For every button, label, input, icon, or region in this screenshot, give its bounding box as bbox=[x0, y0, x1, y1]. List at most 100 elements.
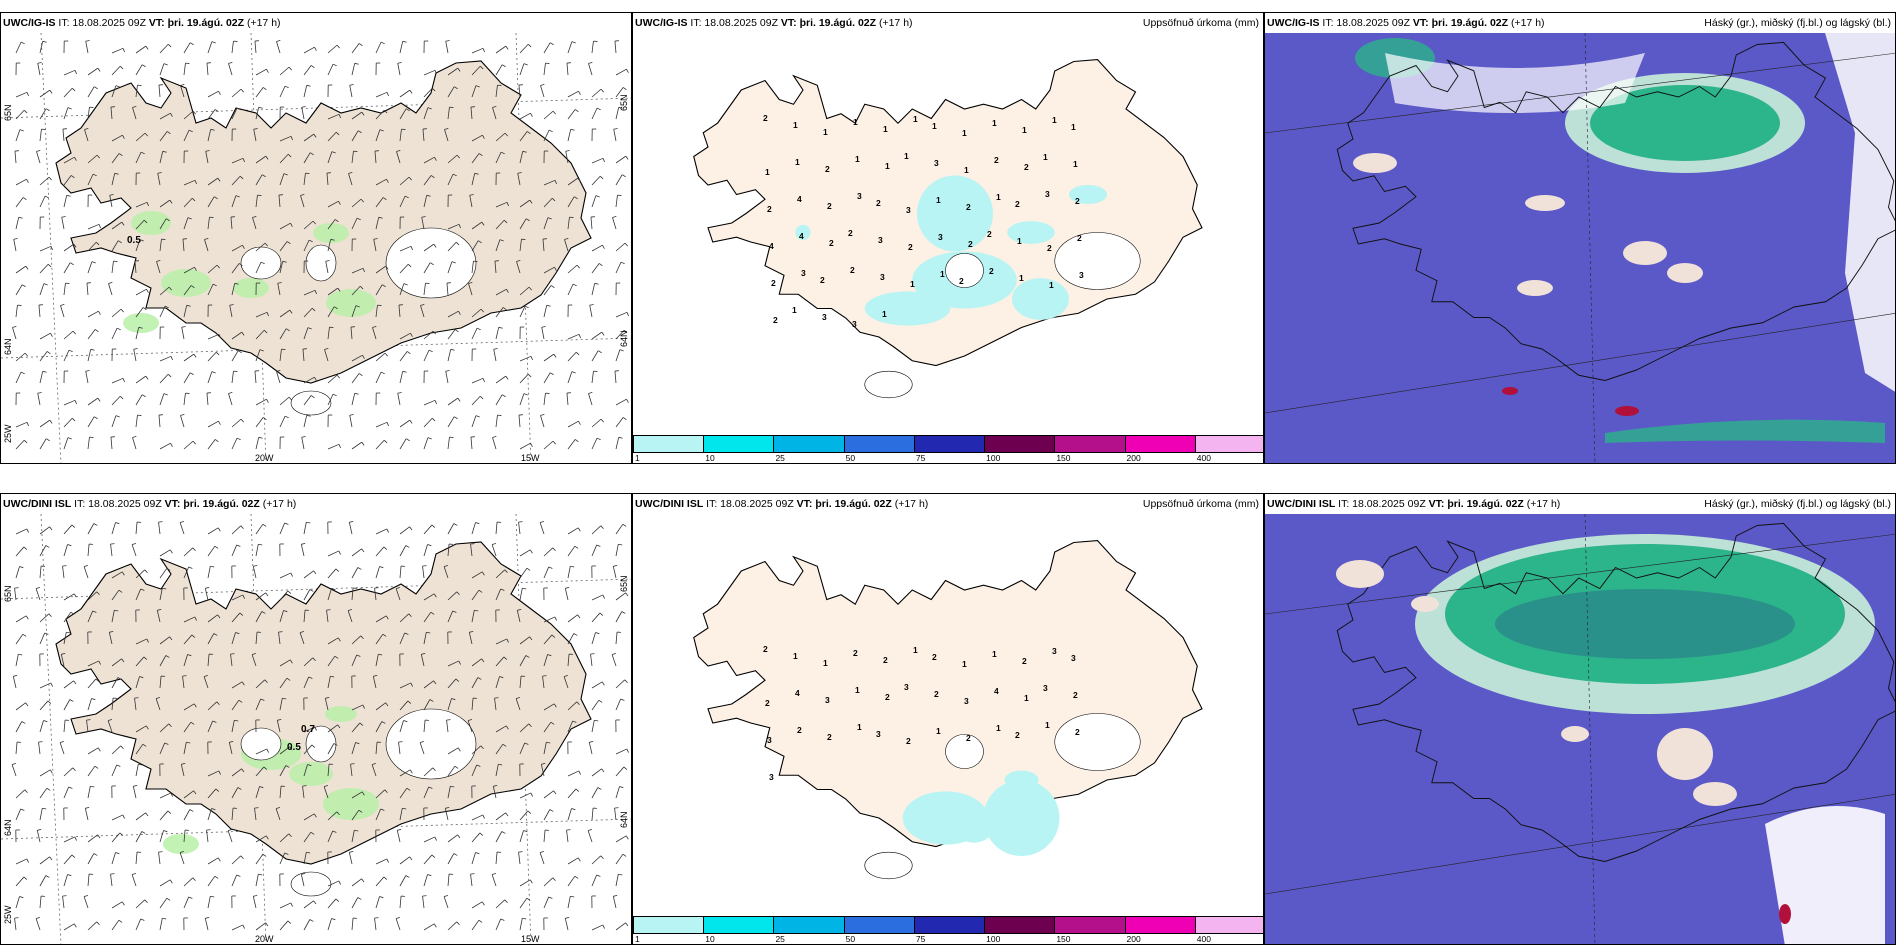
wind-barb-flag bbox=[19, 566, 24, 569]
wind-barb bbox=[423, 593, 435, 601]
wind-barb-flag bbox=[479, 65, 484, 70]
wind-barb-flag bbox=[501, 831, 506, 834]
wind-barb-flag bbox=[94, 765, 99, 769]
wind-barb-flag bbox=[74, 70, 77, 75]
wind-barb-flag bbox=[578, 334, 581, 339]
wind-barb-flag bbox=[324, 347, 329, 350]
wind-barb-flag bbox=[428, 786, 433, 789]
wind-barb bbox=[132, 437, 137, 450]
wind-barb bbox=[39, 808, 43, 821]
precip-value: 2 bbox=[876, 198, 881, 208]
glacier bbox=[864, 851, 913, 880]
wind-barb-flag bbox=[261, 611, 266, 614]
wind-barb-flag bbox=[166, 567, 171, 571]
wind-barb-flag bbox=[90, 348, 95, 351]
wind-barb bbox=[399, 787, 408, 799]
wind-barb bbox=[183, 217, 189, 230]
wind-barb-flag bbox=[588, 391, 593, 394]
wind-barb-flag bbox=[311, 744, 316, 748]
wind-barb-flag bbox=[504, 569, 508, 574]
wind-barb bbox=[471, 832, 481, 843]
wind-barb-flag bbox=[189, 809, 194, 812]
wind-barb-flag bbox=[237, 350, 242, 354]
wind-barb-flag bbox=[596, 107, 601, 111]
wind-barb-flag bbox=[49, 89, 53, 94]
wind-barb bbox=[495, 831, 503, 843]
wind-barb bbox=[371, 764, 377, 777]
wind-barb bbox=[15, 721, 23, 733]
wind-barb-flag bbox=[338, 550, 341, 555]
wind-barb-flag bbox=[121, 571, 125, 576]
wind-barb bbox=[180, 764, 185, 777]
wind-barb bbox=[615, 698, 622, 711]
wind-barb-flag bbox=[308, 676, 313, 679]
wind-barb-flag bbox=[403, 720, 408, 723]
precip-patch bbox=[161, 269, 211, 297]
wind-barb-flag bbox=[21, 721, 26, 724]
wind-barb-flag bbox=[306, 521, 311, 524]
precip-value: 2 bbox=[987, 229, 992, 239]
wind-barb bbox=[15, 129, 21, 142]
wind-barb-flag bbox=[313, 133, 317, 138]
wind-barb bbox=[327, 676, 331, 689]
wind-barb-flag bbox=[107, 718, 113, 722]
wind-barb bbox=[255, 786, 260, 799]
wind-barb bbox=[111, 173, 116, 186]
wind-barb bbox=[495, 725, 507, 733]
wind-barb-flag bbox=[70, 175, 75, 179]
wind-barb bbox=[615, 398, 627, 406]
wind-barb bbox=[135, 899, 146, 909]
wind-barb bbox=[615, 611, 623, 623]
wind-barb-flag bbox=[549, 372, 554, 376]
wind-barb bbox=[327, 743, 335, 755]
wind-barb bbox=[447, 610, 454, 623]
wind-barb bbox=[471, 240, 479, 252]
wind-barb bbox=[348, 173, 353, 186]
colorbar-swatch bbox=[1124, 435, 1196, 453]
wind-barb bbox=[495, 415, 498, 428]
wind-barb bbox=[135, 239, 141, 252]
wind-barb-flag bbox=[263, 329, 268, 334]
wind-barb-flag bbox=[576, 701, 580, 706]
wind-barb bbox=[255, 611, 263, 623]
wind-barb-flag bbox=[118, 589, 123, 593]
wind-barb-flag bbox=[251, 652, 257, 656]
wind-barb-flag bbox=[187, 217, 192, 220]
wind-barb-flag bbox=[301, 543, 306, 545]
wind-barb bbox=[374, 918, 377, 931]
colorbar-swatch bbox=[843, 916, 915, 934]
wind-barb bbox=[207, 654, 210, 667]
wind-barb bbox=[207, 614, 218, 623]
wind-barb bbox=[255, 544, 259, 557]
wind-barb-flag bbox=[266, 748, 269, 753]
wind-barb bbox=[135, 831, 143, 843]
wind-barb bbox=[543, 440, 554, 450]
wind-barb bbox=[495, 656, 505, 667]
wind-barb bbox=[375, 284, 383, 296]
wind-barb-flag bbox=[475, 85, 480, 88]
precip-value: 2 bbox=[994, 155, 999, 165]
wind-barb-flag bbox=[162, 917, 167, 920]
wind-barb bbox=[519, 879, 531, 887]
wind-barb bbox=[231, 855, 242, 865]
wind-barb bbox=[399, 769, 411, 777]
wind-barb bbox=[255, 679, 266, 689]
wind-barb-flag bbox=[157, 609, 162, 611]
wind-barb-flag bbox=[289, 659, 293, 664]
wind-barb bbox=[447, 678, 457, 689]
wind-barb-flag bbox=[378, 216, 383, 219]
wind-barb bbox=[303, 900, 314, 909]
wind-barb bbox=[399, 89, 411, 98]
wind-barb bbox=[422, 129, 425, 142]
precip-map-panel-row1: UWC/IG-IS IT: 18.08.2025 09Z VT: þri. 19… bbox=[632, 12, 1264, 464]
wind-barb bbox=[423, 243, 435, 252]
colorbar-tick: 10 bbox=[705, 934, 715, 944]
wind-barb bbox=[468, 632, 473, 645]
wind-barb-flag bbox=[261, 174, 266, 178]
map-title: Háský (gr.), miðský (fj.bl.) og lágský (… bbox=[1704, 17, 1891, 29]
wind-barb bbox=[591, 437, 598, 450]
wind-barb-flag bbox=[517, 609, 522, 611]
wind-barb bbox=[447, 591, 458, 601]
wind-barb-flag bbox=[384, 789, 388, 794]
precip-value: 4 bbox=[799, 231, 804, 241]
